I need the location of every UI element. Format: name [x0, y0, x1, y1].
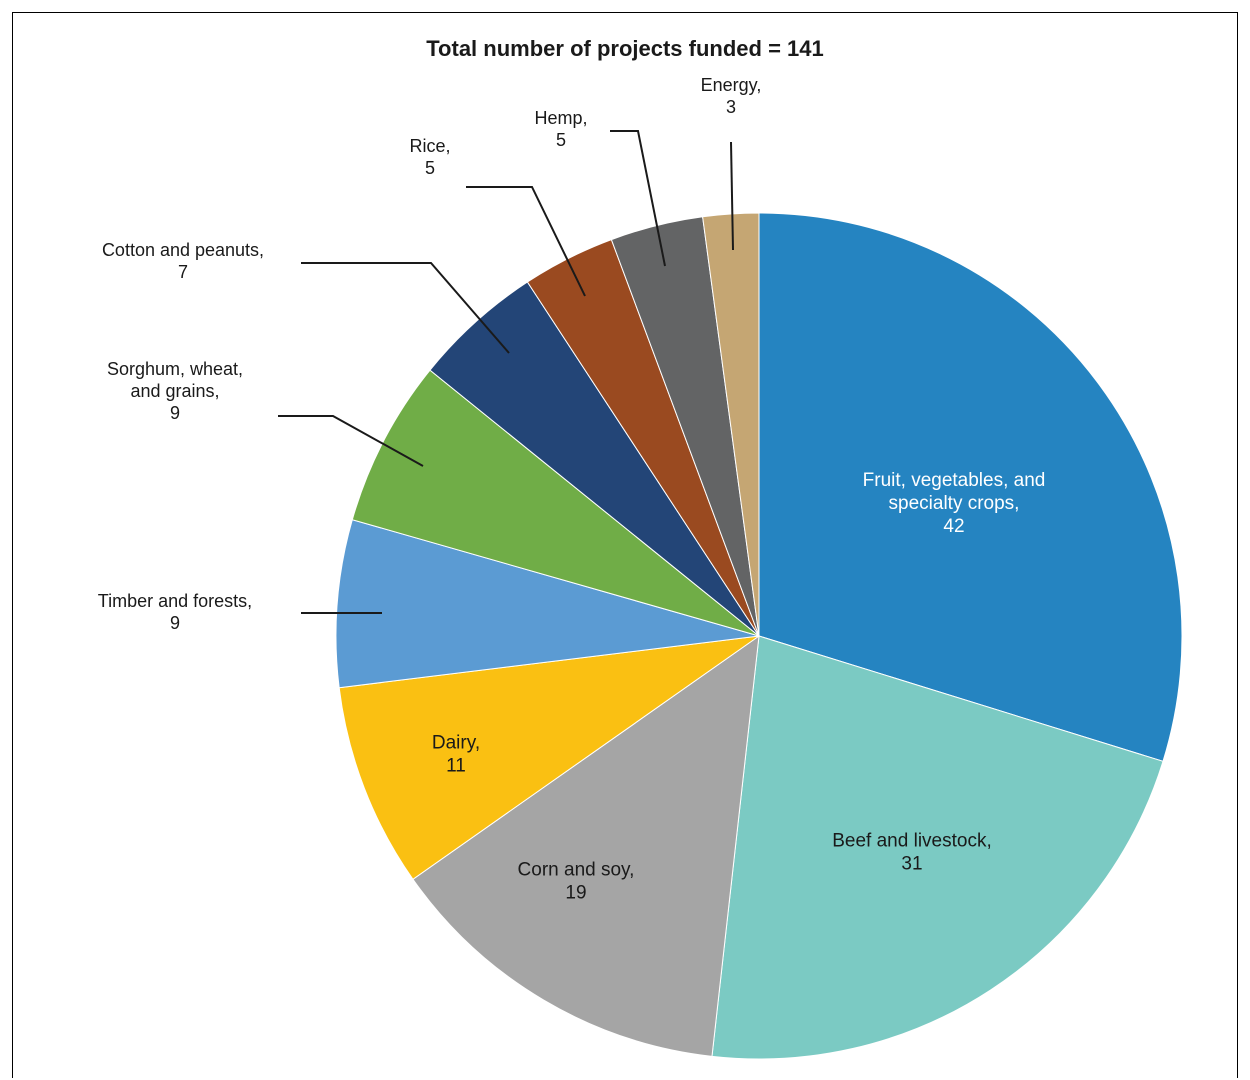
data-label-text: Sorghum, wheat,	[107, 359, 243, 379]
slice-label-timber-and-forests: Timber and forests,9	[98, 591, 252, 633]
data-label-text: 31	[901, 854, 922, 875]
slice-label-cotton-and-peanuts: Cotton and peanuts,7	[102, 240, 264, 282]
pie-slice-energy	[702, 212, 760, 637]
leader-line-cotton-and-peanuts	[301, 262, 510, 354]
slice-label-beef-and-livestock: Beef and livestock,31	[832, 831, 991, 875]
data-label-text: Timber and forests,	[98, 591, 252, 611]
data-label-text: Beef and livestock,	[832, 831, 991, 852]
data-label-text: Fruit, vegetables, and	[863, 470, 1046, 491]
chart-frame	[12, 12, 1238, 1078]
pie-slice-corn-and-soy	[412, 634, 760, 1057]
slice-label-rice: Rice,5	[409, 136, 450, 178]
pie-slice-timber-and-forests	[335, 519, 760, 689]
data-label-text: and grains,	[130, 381, 219, 401]
data-label-text: 11	[446, 756, 466, 777]
data-label-text: 7	[178, 262, 188, 282]
slice-label-hemp: Hemp,5	[534, 108, 587, 150]
data-label-text: Rice,	[409, 136, 450, 156]
data-label-text: 42	[943, 516, 964, 537]
pie-slice-dairy	[338, 635, 760, 880]
leader-line-energy	[730, 141, 734, 251]
data-label-text: 9	[170, 403, 180, 423]
slice-label-corn-and-soy: Corn and soy,19	[518, 860, 635, 904]
chart-title: Total number of projects funded = 141	[426, 36, 824, 61]
slice-label-dairy: Dairy,11	[432, 733, 480, 777]
pie-slice-sorghum-wheat-and-grains	[351, 369, 760, 637]
data-label-text: 3	[726, 97, 736, 117]
data-label-text: 19	[565, 883, 586, 904]
pie-slice-beef-and-livestock	[711, 635, 1164, 1060]
data-label-text: Cotton and peanuts,	[102, 240, 264, 260]
data-label-text: Energy,	[701, 75, 762, 95]
data-label-text: specialty crops,	[889, 493, 1020, 514]
data-label-text: 5	[556, 130, 566, 150]
data-label-text: Dairy,	[432, 733, 480, 754]
data-label-text: Hemp,	[534, 108, 587, 128]
data-label-text: 9	[170, 613, 180, 633]
leader-line-rice	[466, 186, 586, 297]
slice-label-sorghum-wheat-and-grains: Sorghum, wheat,and grains,9	[107, 359, 243, 423]
leader-line-sorghum-wheat-and-grains	[278, 415, 424, 467]
slice-label-energy: Energy,3	[701, 75, 762, 117]
data-label-text: 5	[425, 158, 435, 178]
pie-slice-fruit-vegetables-and-specialty-crops	[758, 212, 1183, 762]
data-label-text: Corn and soy,	[518, 860, 635, 881]
leader-line-hemp	[610, 130, 666, 267]
